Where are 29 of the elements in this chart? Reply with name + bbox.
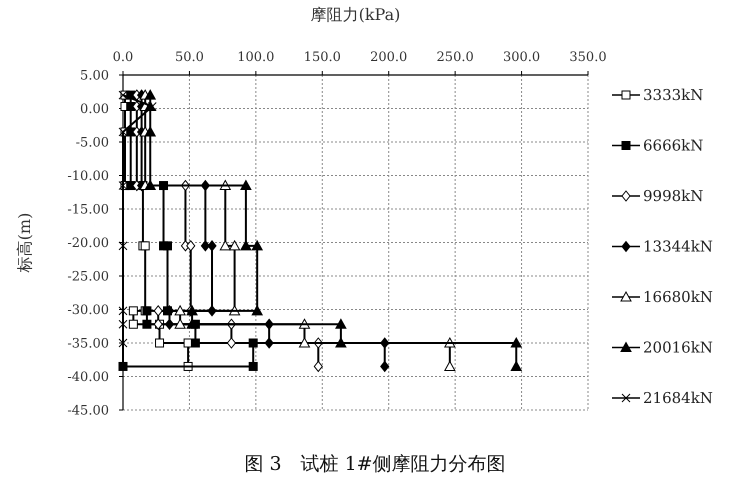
caption: 图 3 试桩 1#侧摩阻力分布图 xyxy=(244,453,506,475)
x-tick-label: 250.0 xyxy=(436,50,474,65)
x-tick-label: 0.0 xyxy=(112,50,134,65)
y-tick-label: -40.00 xyxy=(67,370,109,385)
y-tick-label: -5.00 xyxy=(76,136,109,150)
x-tick-label: 200.0 xyxy=(370,50,408,65)
legend-label: 9998kN xyxy=(643,187,704,205)
x-tick-label: 350.0 xyxy=(569,50,607,65)
x-tick-label: 150.0 xyxy=(304,50,341,65)
y-axis-title: 标高(m) xyxy=(15,212,34,274)
x-tick-label: 50.0 xyxy=(174,50,204,65)
legend-label: 20016kN xyxy=(643,338,713,356)
legend-label: 13344kN xyxy=(643,238,713,256)
x-tick-label: 100.0 xyxy=(237,50,274,65)
legend-label: 3333kN xyxy=(643,86,704,104)
legend-label: 21684kN xyxy=(643,389,713,407)
y-tick-label: -20.00 xyxy=(67,236,109,251)
y-tick-label: -10.00 xyxy=(67,169,109,184)
y-tick-label: 0.00 xyxy=(80,102,109,117)
legend-label: 6666kN xyxy=(643,136,704,154)
y-tick-label: -35.00 xyxy=(67,336,109,352)
y-tick-label: -15.00 xyxy=(67,202,109,218)
x-tick-label: 300.0 xyxy=(502,50,540,65)
y-tick-label: -45.00 xyxy=(67,404,109,418)
legend-label: 16680kN xyxy=(643,288,713,306)
x-axis-title: 摩阻力(kPa) xyxy=(310,5,400,24)
y-tick-label: -25.00 xyxy=(67,270,109,284)
y-tick-label: 5.00 xyxy=(80,68,109,84)
y-tick-label: -30.00 xyxy=(67,303,109,318)
